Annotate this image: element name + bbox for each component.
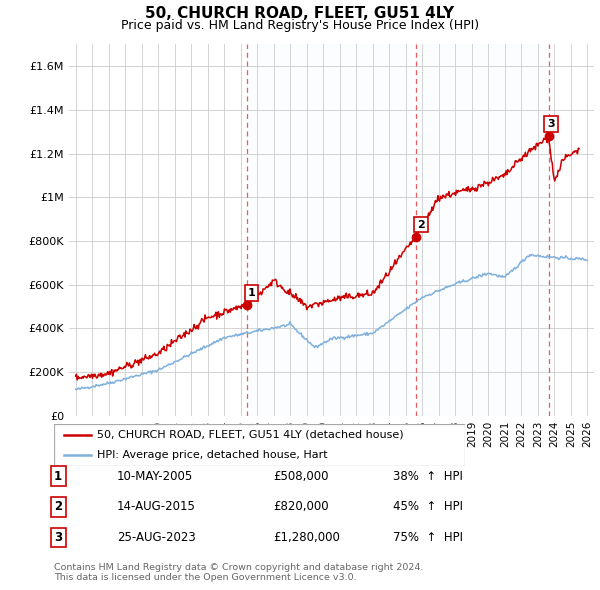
- Text: 2: 2: [54, 500, 62, 513]
- Text: 2: 2: [417, 219, 425, 230]
- Text: £1,280,000: £1,280,000: [273, 531, 340, 544]
- FancyBboxPatch shape: [54, 424, 465, 466]
- Bar: [247, 44, 548, 416]
- Text: £508,000: £508,000: [273, 470, 329, 483]
- Text: £820,000: £820,000: [273, 500, 329, 513]
- Text: 3: 3: [54, 531, 62, 544]
- Text: 38%  ↑  HPI: 38% ↑ HPI: [393, 470, 463, 483]
- Text: 1: 1: [248, 288, 256, 298]
- Text: 10-MAY-2005: 10-MAY-2005: [117, 470, 193, 483]
- Text: 3: 3: [547, 119, 555, 129]
- Text: Contains HM Land Registry data © Crown copyright and database right 2024.
This d: Contains HM Land Registry data © Crown c…: [54, 563, 424, 582]
- Text: 45%  ↑  HPI: 45% ↑ HPI: [393, 500, 463, 513]
- Text: HPI: Average price, detached house, Hart: HPI: Average price, detached house, Hart: [97, 450, 328, 460]
- Text: 50, CHURCH ROAD, FLEET, GU51 4LY: 50, CHURCH ROAD, FLEET, GU51 4LY: [145, 6, 455, 21]
- Text: 25-AUG-2023: 25-AUG-2023: [117, 531, 196, 544]
- Text: Price paid vs. HM Land Registry's House Price Index (HPI): Price paid vs. HM Land Registry's House …: [121, 19, 479, 32]
- Text: 75%  ↑  HPI: 75% ↑ HPI: [393, 531, 463, 544]
- Text: 1: 1: [54, 470, 62, 483]
- Text: 50, CHURCH ROAD, FLEET, GU51 4LY (detached house): 50, CHURCH ROAD, FLEET, GU51 4LY (detach…: [97, 430, 404, 440]
- Text: 14-AUG-2015: 14-AUG-2015: [117, 500, 196, 513]
